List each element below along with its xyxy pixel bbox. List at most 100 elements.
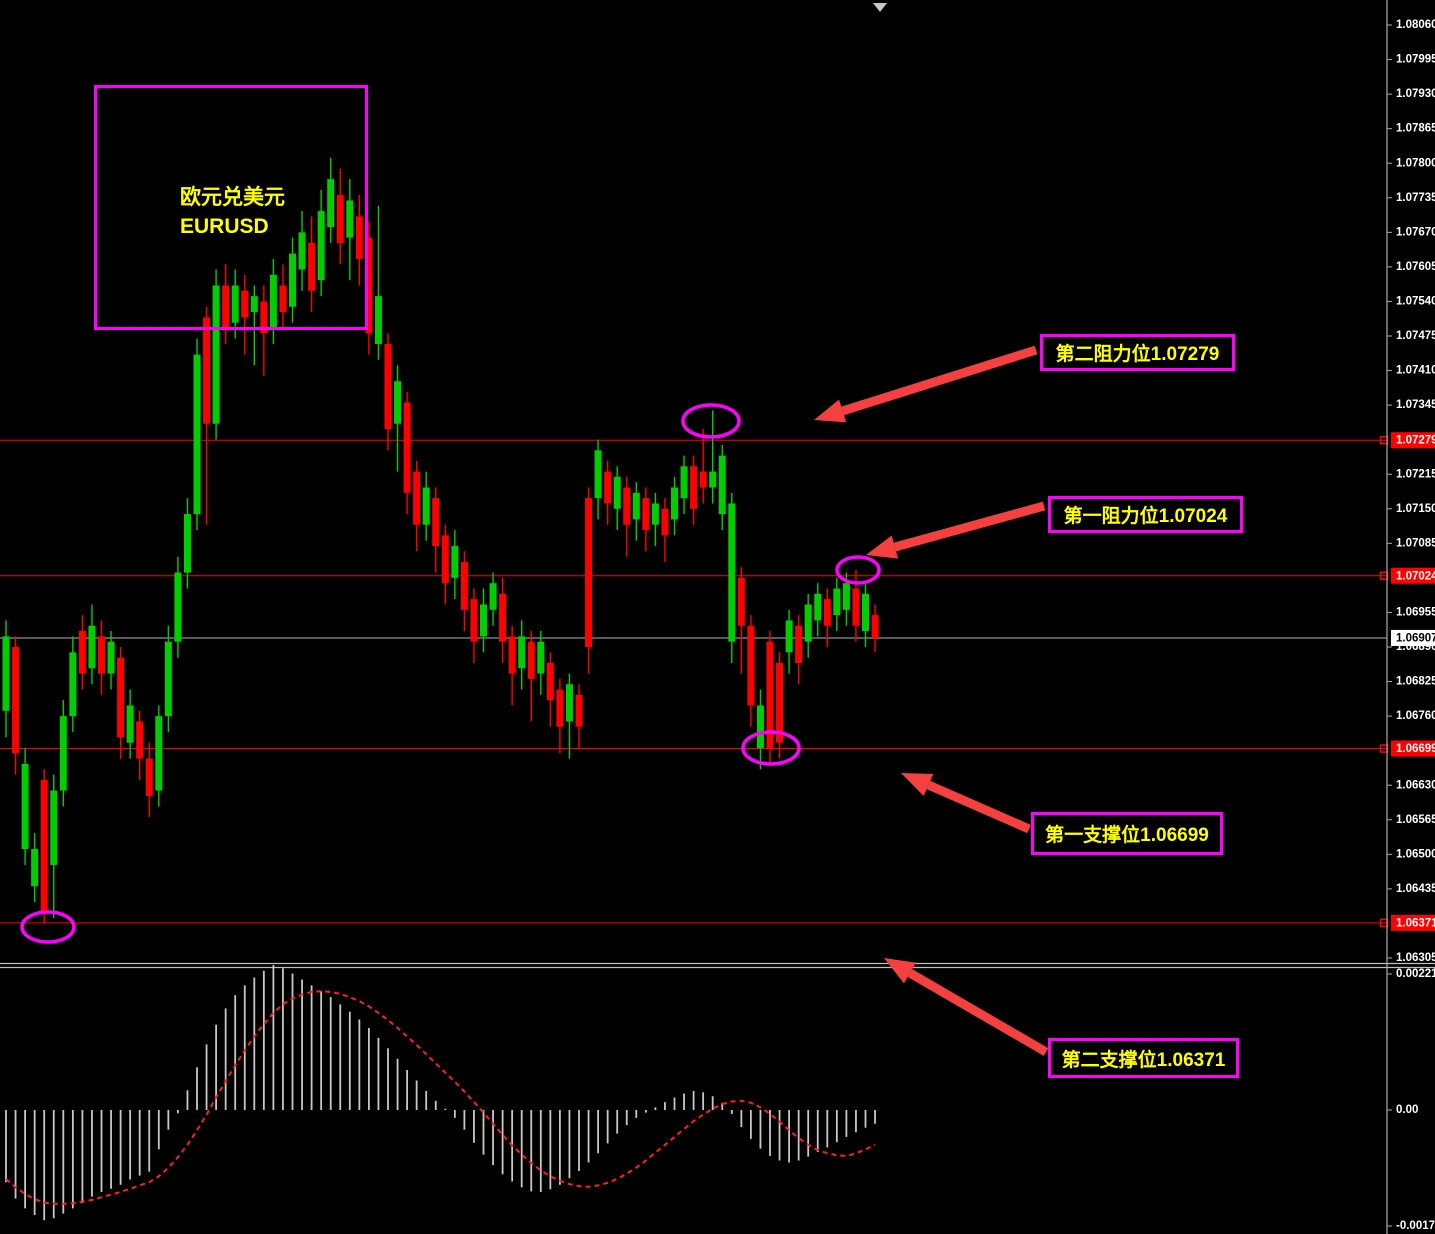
candlestick [145, 742, 153, 818]
candle-body [117, 657, 125, 738]
symbol-annotation-box[interactable]: 欧元兑美元 EURUSD [94, 85, 368, 330]
candle-body [260, 301, 268, 334]
highlight-ellipse[interactable] [741, 730, 801, 766]
candle-body [241, 290, 249, 318]
candlestick [441, 524, 449, 605]
axis-label: 1.06825 [1396, 676, 1435, 688]
level-label-resistance-2[interactable]: 第二阻力位1.07279 [1040, 334, 1235, 371]
price-axis[interactable]: 1.08060 1.07995 1.07930 1.07865 1.07800 1.077… [1386, 0, 1435, 1234]
axis-label: 1.07865 [1396, 123, 1435, 135]
candlestick [384, 333, 392, 451]
axis-label: 1.07605 [1396, 261, 1435, 273]
candle-body [107, 641, 115, 674]
candle-body [671, 487, 678, 520]
candlestick [642, 487, 650, 552]
candle-body [40, 779, 48, 913]
axis-label: 1.07475 [1396, 330, 1435, 342]
candlestick [699, 429, 707, 504]
pointer-arrow[interactable] [884, 958, 1049, 1056]
candlestick [508, 625, 516, 706]
candlestick [632, 482, 640, 541]
candle-body [164, 641, 172, 717]
level-label-support-2[interactable]: 第二支撑位1.06371 [1048, 1038, 1239, 1078]
candle-body [499, 593, 507, 642]
macd-signal-line [5, 990, 876, 1205]
candlestick [661, 498, 669, 562]
candlestick [117, 647, 125, 759]
candlestick [795, 615, 803, 685]
candle-body [699, 471, 707, 488]
axis-label: 1.07085 [1396, 537, 1435, 549]
axis-label: 1.08060 [1396, 19, 1435, 31]
candlestick [575, 684, 583, 749]
symbol-name-cn: 欧元兑美元 [180, 186, 285, 209]
candle-body [814, 593, 822, 621]
chart-shift-marker[interactable] [873, 3, 887, 12]
candle-body [766, 641, 774, 749]
pointer-arrow[interactable] [901, 773, 1031, 834]
candlestick [78, 615, 86, 690]
candle-body [298, 232, 306, 270]
candle-body [718, 455, 726, 515]
pointer-arrow[interactable] [814, 345, 1038, 423]
candle-body [31, 849, 39, 887]
candle-body [355, 216, 363, 259]
candlestick [12, 636, 20, 775]
highlight-ellipse[interactable] [835, 555, 881, 585]
candle-body [269, 274, 277, 329]
candlestick [814, 583, 822, 637]
resistance-1-axis-tag [1391, 567, 1435, 584]
candlestick [174, 556, 182, 658]
candle-body [21, 763, 29, 850]
candle-body [432, 498, 440, 546]
candlestick [21, 748, 29, 865]
candlestick [718, 444, 726, 531]
level-label-support-1[interactable]: 第一支撑位1.06699 [1031, 812, 1223, 855]
candlestick [756, 689, 764, 770]
arrow-shaft [907, 969, 1049, 1056]
candlestick [737, 567, 745, 674]
candle-body [346, 200, 354, 238]
highlight-ellipse[interactable] [20, 910, 76, 944]
candle-body [833, 588, 841, 616]
candlestick [40, 769, 48, 923]
candlestick [480, 588, 487, 653]
highlight-ellipse[interactable] [681, 403, 741, 439]
candle-body [88, 625, 96, 669]
axis-label: 1.06371 [1396, 917, 1435, 929]
candle-body [804, 604, 812, 642]
candle-body [174, 572, 182, 642]
arrow-head [901, 773, 934, 797]
candle-body [575, 694, 583, 727]
candlestick [355, 195, 363, 286]
candle-body [480, 604, 487, 637]
pointer-arrow[interactable] [866, 501, 1046, 559]
candle-body [155, 716, 163, 791]
axis-label: 1.06435 [1396, 883, 1435, 895]
candle-body [604, 471, 612, 504]
candle-body [279, 285, 287, 313]
candlestick [651, 492, 659, 546]
candle-body [336, 195, 344, 243]
candlestick [785, 609, 793, 674]
candlestick [164, 625, 172, 733]
candle-body [2, 636, 10, 711]
level-label-resistance-1[interactable]: 第一阻力位1.07024 [1048, 496, 1243, 533]
candlestick [203, 306, 211, 525]
candle-body [871, 615, 879, 638]
candlestick [709, 410, 717, 504]
arrow-head [866, 535, 899, 559]
candlestick [50, 774, 58, 919]
candles-layer [2, 157, 879, 923]
candle-body [632, 492, 640, 520]
candle-body [126, 705, 134, 743]
candle-body [613, 476, 621, 509]
arrow-shaft [926, 780, 1031, 834]
candle-body [69, 652, 77, 717]
candle-body [78, 631, 86, 674]
candlestick [690, 455, 698, 525]
support-1-axis-tag [1391, 740, 1435, 757]
candle-body [289, 253, 296, 307]
axis-label: 1.07345 [1396, 399, 1435, 411]
